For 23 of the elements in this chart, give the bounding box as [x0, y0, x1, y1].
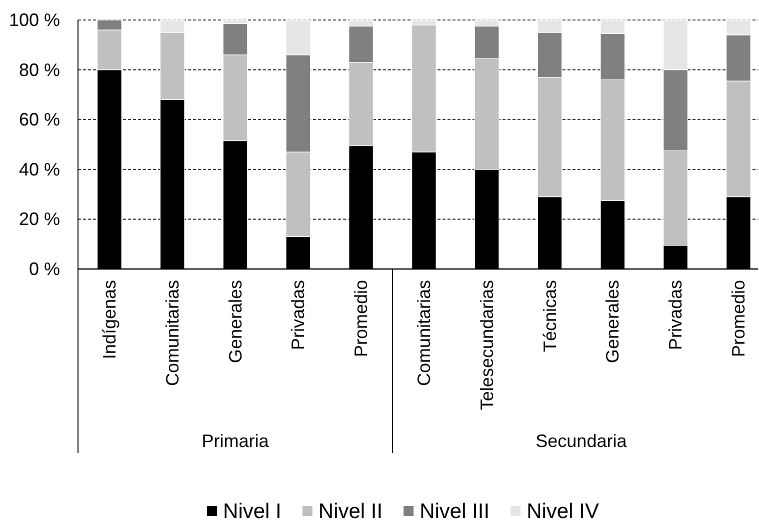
y-tick-label: 60 %: [18, 110, 60, 130]
x-axis-title: Primaria: [202, 431, 270, 451]
x-tick-label: Privadas: [666, 280, 686, 350]
y-tick-label: 40 %: [18, 159, 60, 180]
x-tick-label: Generales: [602, 280, 623, 364]
y-tick-label: 80 %: [18, 60, 60, 80]
legend-label: Nivel I: [223, 500, 282, 522]
x-tick-label: Técnicas: [540, 280, 560, 352]
x-tick-label: Privadas: [288, 280, 308, 350]
y-tick-label: 0 %: [28, 259, 60, 279]
y-tick-label: 100 %: [8, 10, 60, 30]
x-tick-label: Telesecundarias: [476, 280, 497, 410]
x-tick-label: Comunitarias: [162, 280, 182, 386]
legend-label: Nivel II: [318, 500, 383, 522]
legend-label: Nivel III: [420, 500, 490, 522]
x-tick-label: Promedio: [351, 280, 372, 358]
y-tick-label: 20 %: [18, 209, 60, 230]
x-tick-label: Comunitarias: [414, 280, 434, 386]
x-tick-label: Generales: [225, 280, 246, 364]
x-tick-label: Indígenas: [99, 280, 120, 360]
legend-label: Nivel IV: [526, 500, 599, 522]
x-tick-label: Promedio: [728, 280, 748, 358]
x-axis-title: Secundaria: [536, 431, 628, 451]
